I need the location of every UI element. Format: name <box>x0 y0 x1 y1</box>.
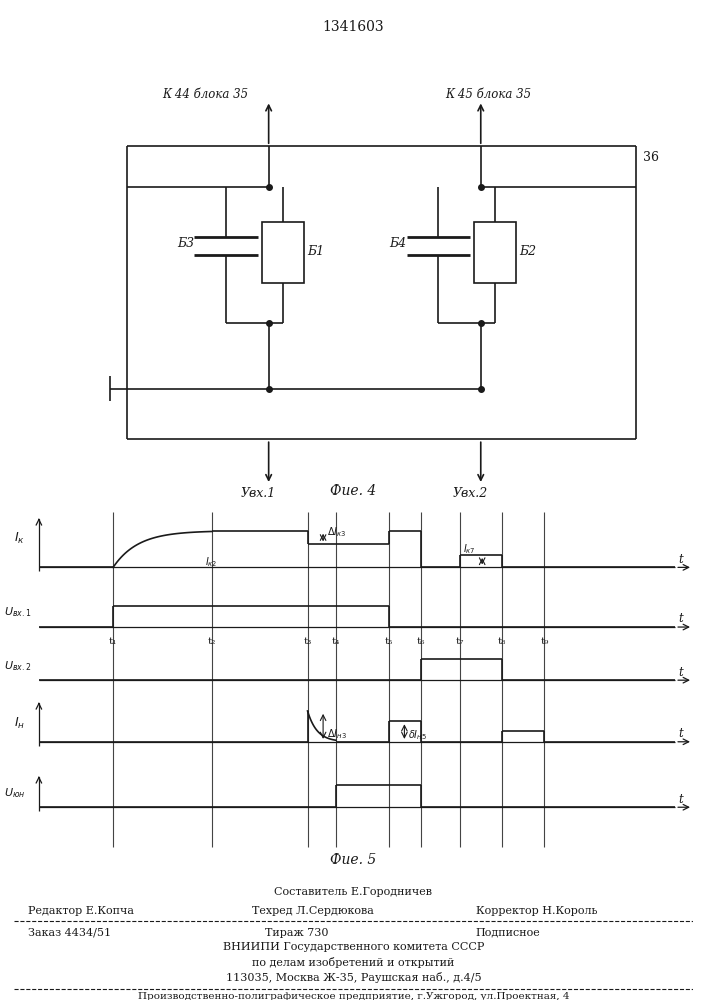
Text: 1341603: 1341603 <box>322 20 385 34</box>
Text: $\delta I_{н5}$: $\delta I_{н5}$ <box>408 729 427 742</box>
Text: Редактор Е.Копча: Редактор Е.Копча <box>28 906 134 916</box>
Text: К 45 блока 35: К 45 блока 35 <box>445 88 532 101</box>
Text: t₆: t₆ <box>416 637 425 646</box>
Text: $I_к$: $I_к$ <box>14 531 25 546</box>
Text: $U_{юн}$: $U_{юн}$ <box>4 786 25 800</box>
Text: t₁: t₁ <box>109 637 117 646</box>
Text: по делам изобретений и открытий: по делам изобретений и открытий <box>252 957 455 968</box>
Text: Производственно-полиграфическое предприятие, г.Ужгород, ул.Проектная, 4: Производственно-полиграфическое предприя… <box>138 992 569 1000</box>
Text: Б2: Б2 <box>520 245 537 258</box>
Text: Корректор Н.Король: Корректор Н.Король <box>476 906 597 916</box>
Text: Заказ 4434/51: Заказ 4434/51 <box>28 928 111 938</box>
Text: Составитель Е.Городничев: Составитель Е.Городничев <box>274 887 433 897</box>
Text: ВНИИПИ Государственного комитета СССР: ВНИИПИ Государственного комитета СССР <box>223 942 484 952</box>
Text: Б4: Б4 <box>389 237 406 250</box>
Text: t: t <box>679 793 684 806</box>
Text: t₈: t₈ <box>498 637 506 646</box>
Text: t: t <box>679 612 684 625</box>
Text: Фие. 4: Фие. 4 <box>330 484 377 498</box>
Text: t₉: t₉ <box>540 637 549 646</box>
Text: $\Delta I_{к3}$: $\Delta I_{к3}$ <box>327 526 346 539</box>
Text: $U_{вх.2}$: $U_{вх.2}$ <box>4 659 31 673</box>
Text: $I_н$: $I_н$ <box>14 716 25 731</box>
Text: Подписное: Подписное <box>476 928 540 938</box>
Text: t₂: t₂ <box>208 637 216 646</box>
Text: Б3: Б3 <box>177 237 194 250</box>
Text: t: t <box>679 666 684 679</box>
Bar <box>474 222 516 283</box>
Text: Техред Л.Сердюкова: Техред Л.Сердюкова <box>252 906 373 916</box>
Text: $\Delta I_{н3}$: $\Delta I_{н3}$ <box>327 727 346 741</box>
Text: $I_{к2}$: $I_{к2}$ <box>205 555 218 569</box>
Bar <box>262 222 304 283</box>
Text: t₄: t₄ <box>332 637 340 646</box>
Text: t₅: t₅ <box>385 637 393 646</box>
Text: Увх.1: Увх.1 <box>240 487 276 500</box>
Text: 36: 36 <box>643 151 660 164</box>
Text: Б1: Б1 <box>308 245 325 258</box>
Text: $I_{к7}$: $I_{к7}$ <box>463 542 476 556</box>
Text: t: t <box>679 727 684 740</box>
Text: t₃: t₃ <box>303 637 312 646</box>
Text: Фие. 5: Фие. 5 <box>330 853 377 867</box>
Text: К 44 блока 35: К 44 блока 35 <box>163 88 249 101</box>
Text: Тираж 730: Тираж 730 <box>265 928 329 938</box>
Text: $U_{вх.1}$: $U_{вх.1}$ <box>4 605 31 619</box>
Text: 113035, Москва Ж-35, Раушская наб., д.4/5: 113035, Москва Ж-35, Раушская наб., д.4/… <box>226 972 481 983</box>
Text: Увх.2: Увх.2 <box>452 487 488 500</box>
Text: t: t <box>679 553 684 566</box>
Text: t₇: t₇ <box>455 637 464 646</box>
